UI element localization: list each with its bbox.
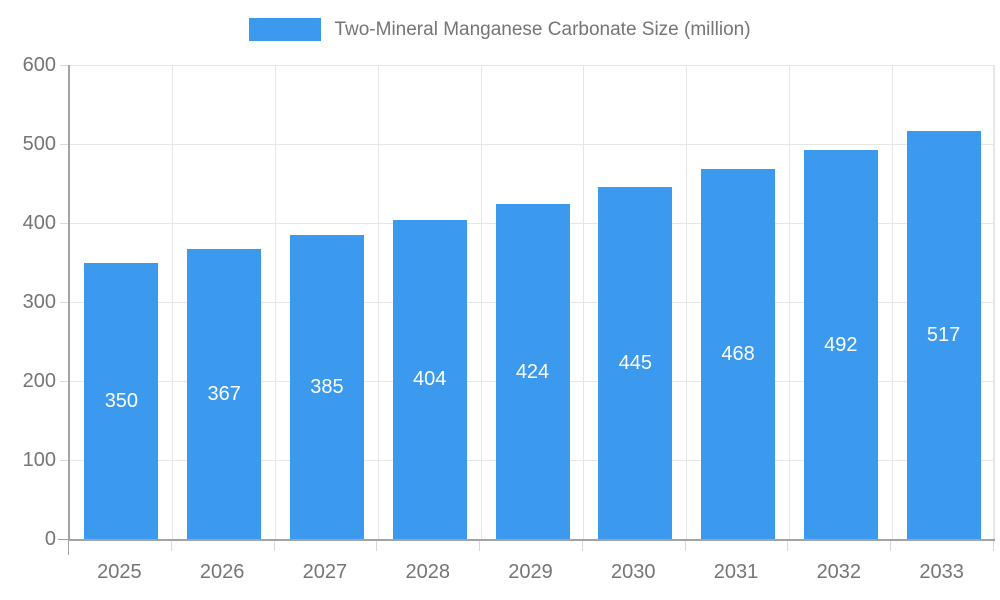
x-axis-label-2028: 2028 [405,561,450,583]
y-axis-label-300: 300 [22,291,56,313]
bar-2033: 517 [906,130,981,539]
bar-value-label-2027: 385 [310,375,344,398]
x-axis-label-2032: 2032 [816,561,862,583]
y-tick-100 [60,460,68,461]
gridline-x-7 [788,65,790,539]
x-tick-5 [581,541,583,551]
bar-2032: 492 [803,150,878,539]
x-tick-7 [787,541,789,551]
gridline-x-4 [480,65,482,539]
x-tick-9 [993,541,994,551]
x-tick-1 [170,541,172,551]
y-axis-label-400: 400 [22,212,56,234]
x-axis-label-2027: 2027 [302,561,348,583]
bar-2028: 404 [392,219,467,539]
x-tick-4 [479,541,481,551]
x-tick-6 [684,541,686,551]
bar-value-label-2028: 404 [413,368,447,391]
bar-2027: 385 [289,234,364,539]
bar-2030: 445 [598,187,673,539]
gridline-x-9 [993,65,995,539]
chart-legend: Two-Mineral Manganese Carbonate Size (mi… [0,18,1000,41]
bar-value-label-2025: 350 [104,389,139,412]
bar-value-label-2032: 492 [824,333,858,356]
x-tick-3 [376,541,378,551]
y-tick-300 [60,302,68,303]
gridline-y-600 [70,64,995,66]
x-tick-8 [890,541,892,551]
bar-value-label-2030: 445 [618,352,652,375]
bar-2025: 350 [84,262,159,539]
y-tick-0 [58,539,68,540]
gridline-x-3 [377,65,379,539]
x-axis-label-2031: 2031 [713,561,759,583]
gridline-x-2 [275,65,277,539]
x-tick-0 [68,541,69,555]
legend-swatch-icon [249,18,322,41]
y-tick-400 [60,223,68,224]
x-axis-label-2029: 2029 [508,561,553,583]
gridline-x-6 [686,65,688,539]
y-tick-600 [60,65,68,66]
x-axis-label-2033: 2033 [919,561,964,583]
y-tick-200 [60,381,68,382]
bar-2029: 424 [495,204,570,539]
x-axis-label-2030: 2030 [611,561,656,583]
bar-value-label-2033: 517 [926,323,961,346]
y-tick-500 [60,144,68,145]
x-tick-2 [273,541,275,551]
bar-value-label-2026: 367 [207,383,241,406]
legend-label: Two-Mineral Manganese Carbonate Size (mi… [334,18,751,40]
bar-value-label-2031: 468 [721,343,755,366]
gridline-y-500 [70,143,995,145]
y-axis-label-0: 0 [44,528,56,550]
y-axis-label-100: 100 [22,449,56,471]
x-axis-label-2025: 2025 [97,561,142,583]
gridline-x-8 [891,65,893,539]
gridline-x-5 [583,65,585,539]
bar-2031: 468 [701,169,776,539]
plot-area: 350 367 385 404 424 445 468 492 517 [68,64,995,541]
y-axis-label-600: 600 [22,54,56,76]
y-axis-label-200: 200 [22,370,56,392]
bar-2026: 367 [187,249,262,539]
y-axis-label-500: 500 [22,133,56,155]
bar-value-label-2029: 424 [515,360,550,383]
gridline-x-1 [172,65,174,539]
x-axis-label-2026: 2026 [199,561,245,583]
legend-item[interactable]: Two-Mineral Manganese Carbonate Size (mi… [249,18,751,41]
